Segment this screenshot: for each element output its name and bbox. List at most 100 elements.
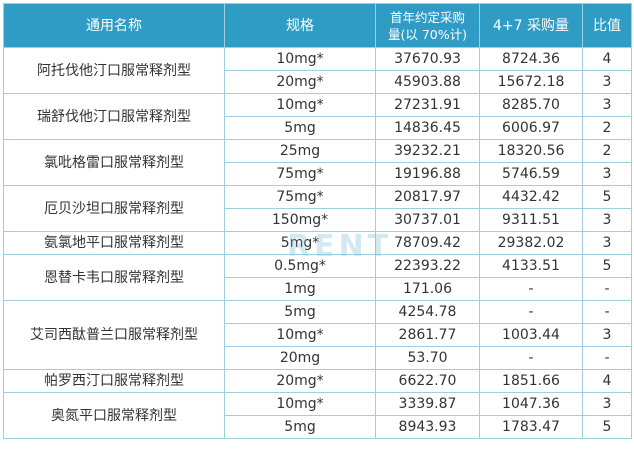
spec-cell: 20mg — [224, 346, 376, 370]
header-row: 通用名称 规格 首年约定采购 量(以 70%计) 4+7 采购量 比值 — [3, 3, 632, 48]
table-row: 75mg* 19196.88 5746.59 3 — [4, 162, 632, 186]
annual-volume-cell: 6622.70 — [375, 369, 480, 393]
volume-47-cell: 8285.70 — [479, 93, 583, 117]
spec-cell: 20mg* — [224, 70, 376, 94]
annual-volume-cell: 4254.78 — [375, 300, 480, 324]
table-row: 厄贝沙坦口服常释剂型 75mg* 20817.97 4432.42 5 — [3, 185, 632, 232]
spec-cell: 150mg* — [224, 208, 376, 232]
table-row: 150mg* 30737.01 9311.51 3 — [4, 208, 632, 232]
spec-cell: 75mg* — [224, 162, 376, 186]
annual-volume-cell: 78709.42 — [375, 231, 480, 255]
volume-47-cell: - — [479, 277, 583, 301]
annual-volume-cell: 37670.93 — [375, 47, 480, 71]
spec-cell: 10mg* — [224, 47, 376, 71]
header-spec: 规格 — [224, 3, 376, 48]
drug-name-cell: 氨氯地平口服常释剂型 — [3, 231, 225, 255]
header-annual-volume: 首年约定采购 量(以 70%计) — [375, 3, 480, 48]
spec-cell: 75mg* — [224, 185, 376, 209]
ratio-cell: - — [582, 277, 632, 301]
volume-47-cell: 5746.59 — [479, 162, 583, 186]
table-row: 氯吡格雷口服常释剂型 25mg 39232.21 18320.56 2 — [3, 139, 632, 186]
ratio-cell: 3 — [582, 392, 632, 416]
spec-cell: 5mg — [224, 300, 376, 324]
table-row: 氨氯地平口服常释剂型 5mg* 78709.42 29382.02 3 — [3, 231, 632, 255]
ratio-cell: 5 — [582, 185, 632, 209]
volume-47-cell: 1783.47 — [479, 415, 583, 439]
ratio-cell: - — [582, 300, 632, 324]
annual-volume-cell: 19196.88 — [375, 162, 480, 186]
spec-cell: 10mg* — [224, 392, 376, 416]
volume-47-cell: 4432.42 — [479, 185, 583, 209]
volume-47-cell: - — [479, 346, 583, 370]
header-ratio: 比值 — [582, 3, 632, 48]
table-row: 20mg* 45903.88 15672.18 3 — [4, 70, 632, 94]
annual-volume-cell: 14836.45 — [375, 116, 480, 140]
table-row: 1mg 171.06- - — [4, 277, 632, 301]
ratio-cell: 5 — [582, 254, 632, 278]
ratio-cell: 5 — [582, 415, 632, 439]
ratio-cell: 2 — [582, 139, 632, 163]
volume-47-cell: 1851.66 — [479, 369, 583, 393]
table-body: 阿托伐他汀口服常释剂型 10mg* 37670.93 8724.36 4 20mg* 459… — [3, 47, 632, 439]
annual-volume-cell: 53.70 — [375, 346, 480, 370]
ratio-cell: 3 — [582, 93, 632, 117]
volume-47-cell: 6006.97 — [479, 116, 583, 140]
header-annual-volume-line1: 首年约定采购 — [389, 9, 465, 25]
ratio-cell: 3 — [582, 231, 632, 255]
drug-name-cell: 瑞舒伐他汀口服常释剂型 — [3, 93, 225, 140]
header-47-volume: 4+7 采购量 — [479, 3, 583, 48]
spec-cell: 5mg* — [224, 231, 376, 255]
annual-volume-cell: 30737.01 — [375, 208, 480, 232]
annual-volume-cell: 20817.97 — [375, 185, 480, 209]
volume-47-cell: 1003.44 — [479, 323, 583, 347]
ratio-cell: 2 — [582, 116, 632, 140]
spec-cell: 25mg — [224, 139, 376, 163]
spec-cell: 20mg* — [224, 369, 376, 393]
ratio-cell: 3 — [582, 208, 632, 232]
volume-47-cell: 8724.36 — [479, 47, 583, 71]
table-row: 20mg 53.70- - — [4, 346, 632, 370]
table-row: 5mg 14836.45 6006.97 2 — [4, 116, 632, 140]
spec-cell: 10mg* — [224, 93, 376, 117]
table-row: 奥氮平口服常释剂型 10mg* 3339.87 1047.36 3 — [3, 392, 632, 439]
table-row: 恩替卡韦口服常释剂型 0.5mg* 22393.22 4133.51 5 — [3, 254, 632, 301]
volume-47-cell: 9311.51 — [479, 208, 583, 232]
ratio-cell: - — [582, 346, 632, 370]
spec-cell: 0.5mg* — [224, 254, 376, 278]
annual-volume-cell: 27231.91 — [375, 93, 480, 117]
table-row: 10mg* 2861.77 1003.44 3 — [4, 323, 632, 347]
volume-47-cell: 18320.56 — [479, 139, 583, 163]
drug-name-cell: 艾司西酞普兰口服常释剂型 — [3, 300, 225, 370]
spec-cell: 1mg — [224, 277, 376, 301]
table-row: 艾司西酞普兰口服常释剂型 5mg 4254.78- - — [3, 300, 632, 370]
table-header: 通用名称 规格 首年约定采购 量(以 70%计) 4+7 采购量 比值 — [3, 3, 632, 48]
header-name: 通用名称 — [3, 3, 225, 48]
annual-volume-cell: 171.06 — [375, 277, 480, 301]
ratio-cell: 4 — [582, 47, 632, 71]
ratio-cell: 4 — [582, 369, 632, 393]
table-row: 瑞舒伐他汀口服常释剂型 10mg* 27231.91 8285.70 3 — [3, 93, 632, 140]
volume-47-cell: 29382.02 — [479, 231, 583, 255]
header-annual-volume-line2: 量(以 70%计) — [387, 26, 467, 42]
annual-volume-cell: 22393.22 — [375, 254, 480, 278]
drug-name-cell: 厄贝沙坦口服常释剂型 — [3, 185, 225, 232]
table-row: 帕罗西汀口服常释剂型 20mg* 6622.70 1851.66 4 — [3, 369, 632, 393]
drug-name-cell: 帕罗西汀口服常释剂型 — [3, 369, 225, 393]
annual-volume-cell: 45903.88 — [375, 70, 480, 94]
volume-47-cell: 1047.36 — [479, 392, 583, 416]
volume-47-cell: 4133.51 — [479, 254, 583, 278]
ratio-cell: 3 — [582, 70, 632, 94]
annual-volume-cell: 8943.93 — [375, 415, 480, 439]
drug-name-cell: 氯吡格雷口服常释剂型 — [3, 139, 225, 186]
spec-cell: 10mg* — [224, 323, 376, 347]
ratio-cell: 3 — [582, 323, 632, 347]
ratio-cell: 3 — [582, 162, 632, 186]
table-row: 5mg 8943.93 1783.47 5 — [4, 415, 632, 439]
drug-name-cell: 恩替卡韦口服常释剂型 — [3, 254, 225, 301]
annual-volume-cell: 2861.77 — [375, 323, 480, 347]
spec-cell: 5mg — [224, 415, 376, 439]
volume-47-cell: 15672.18 — [479, 70, 583, 94]
volume-47-cell: - — [479, 300, 583, 324]
drug-name-cell: 阿托伐他汀口服常释剂型 — [3, 47, 225, 94]
